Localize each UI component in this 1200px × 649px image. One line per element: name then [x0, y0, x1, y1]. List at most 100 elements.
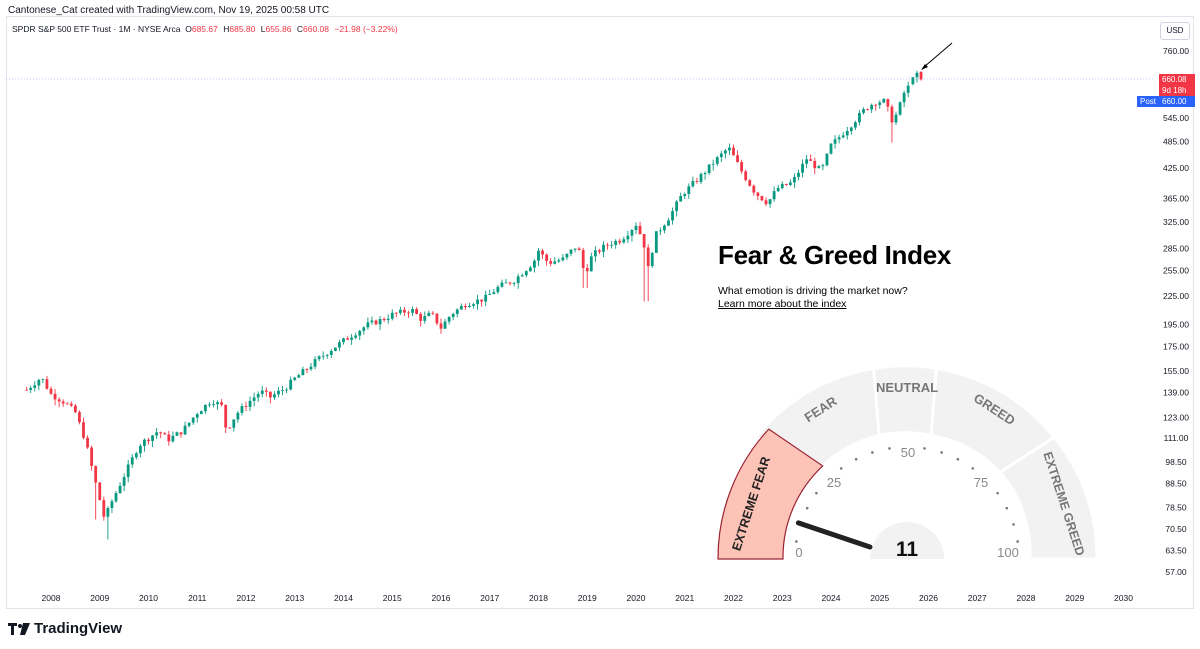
gauge-tick-dot [923, 447, 926, 450]
candle [301, 366, 305, 376]
candle [423, 311, 427, 324]
candle [175, 431, 179, 437]
candle [94, 465, 98, 520]
candle [837, 134, 841, 144]
candle [602, 241, 605, 258]
y-axis-tick-label: 78.50 [1165, 503, 1187, 513]
candle [654, 231, 658, 254]
candle [537, 248, 540, 267]
candle [772, 186, 776, 202]
candle [285, 387, 289, 394]
gauge-tick-dot [839, 467, 843, 470]
candle [350, 333, 354, 345]
candle [488, 289, 492, 295]
y-axis-tick-label: 57.00 [1165, 567, 1187, 577]
candle [508, 281, 512, 286]
gauge-center-hub [870, 522, 944, 559]
candle [805, 154, 809, 169]
candle [264, 387, 268, 397]
candle [309, 362, 313, 371]
y-axis-tick-label: 485.00 [1163, 136, 1189, 146]
candle [565, 253, 569, 261]
candle [752, 184, 756, 196]
candle [390, 309, 394, 321]
candle [370, 316, 374, 325]
candle [191, 417, 195, 425]
fear-greed-gauge: FEAR NEUTRAL GREED EXTREME FEAR EXTREME … [717, 365, 1099, 561]
x-axis-tick-label: 2011 [188, 593, 207, 603]
x-axis-tick-label: 2023 [773, 593, 792, 603]
gauge-segment-extreme-fear [717, 428, 824, 560]
bar-countdown-tag: 9d 18h [1159, 85, 1195, 96]
chart-frame [6, 16, 1194, 609]
y-axis-tick-label: 225.00 [1163, 291, 1189, 301]
change-value: −21.98 (−3.22%) [334, 24, 398, 34]
x-axis-tick-label: 2019 [578, 593, 597, 603]
candle [496, 284, 500, 294]
candle [224, 404, 228, 433]
annotation-arrow-icon [921, 42, 953, 70]
gauge-tick-0: 0 [795, 545, 802, 560]
candle [411, 306, 414, 317]
candle [138, 443, 142, 458]
y-axis-tick-label: 545.00 [1163, 113, 1189, 123]
candle [252, 392, 256, 407]
candle [504, 278, 508, 284]
tradingview-logo-icon [8, 622, 30, 635]
gauge-tick-dot [956, 457, 960, 461]
candle [695, 177, 699, 184]
candle [492, 289, 496, 295]
candle [849, 126, 853, 135]
y-axis-tick-label: 285.00 [1163, 243, 1189, 253]
candle [581, 247, 585, 288]
x-axis[interactable]: 2008 2009 2010 2011 2012 2013 2014 2015 2016 2017… [42, 593, 1134, 603]
candle [703, 171, 707, 180]
post-market-price-tag: 660.00 [1159, 96, 1195, 107]
candle [699, 172, 703, 185]
candle [122, 473, 126, 492]
candle [882, 97, 886, 104]
tradingview-logo[interactable]: TradingView [8, 620, 122, 637]
candle [784, 183, 788, 186]
candle [646, 244, 650, 302]
candle [723, 148, 727, 159]
candles [25, 70, 923, 540]
candle [853, 120, 857, 131]
candle [163, 431, 167, 435]
candle [212, 400, 215, 408]
candle [801, 159, 804, 178]
candle [919, 71, 923, 81]
candle [244, 401, 248, 411]
candle [256, 391, 260, 402]
open-value: 685.67 [191, 24, 218, 34]
candle [606, 242, 609, 250]
candle [711, 159, 715, 171]
x-axis-tick-label: 2021 [675, 593, 694, 603]
gauge-tick-dot [795, 540, 798, 543]
candle [675, 200, 679, 217]
candle [658, 227, 662, 235]
candle [386, 314, 390, 324]
candle [736, 150, 739, 163]
y-axis[interactable]: 760.00 545.00 485.00 425.00 365.00 325.00 285.… [1163, 46, 1189, 577]
candle [167, 430, 171, 446]
gauge-tick-75: 75 [974, 475, 988, 490]
candle [687, 183, 691, 199]
currency-button[interactable]: USD [1160, 22, 1190, 40]
fear-greed-learn-more-link[interactable]: Learn more about the index [718, 298, 847, 310]
candle [833, 135, 837, 149]
candle [342, 337, 345, 345]
high-value: 685.80 [229, 24, 256, 34]
candle [329, 348, 333, 358]
symbol-name[interactable]: SPDR S&P 500 ETF Trust · 1M · NYSE Arca [12, 24, 181, 34]
candle [427, 310, 431, 317]
candle [333, 347, 337, 352]
candle [203, 404, 207, 414]
candle [484, 290, 488, 307]
candle [346, 336, 349, 340]
y-axis-tick-label: 63.50 [1165, 545, 1187, 555]
candle [577, 246, 581, 251]
candle [589, 252, 593, 272]
candle [439, 318, 443, 334]
